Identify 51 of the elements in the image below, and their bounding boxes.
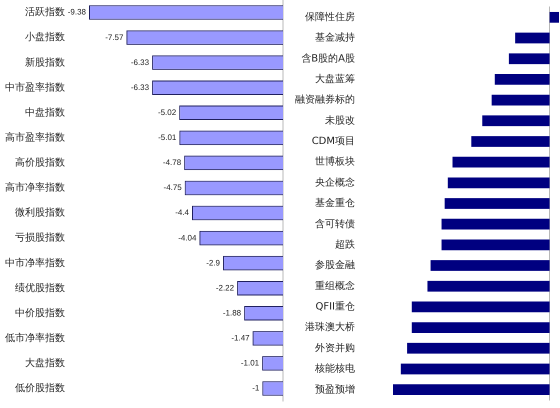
y-tick-label: 新股指数 — [25, 56, 65, 68]
y-tick-label: 保障性住房 — [305, 10, 355, 23]
data-label: -4.78 — [162, 158, 182, 168]
y-tick-label: 外资并购 — [315, 342, 355, 354]
y-tick-label: 预盈预增 — [315, 383, 355, 396]
data-label: -2.9 — [206, 258, 221, 268]
y-tick-label: 港珠澳大桥 — [305, 321, 355, 334]
y-tick-label: 中市净率指数 — [5, 256, 65, 269]
data-label: -1 — [252, 384, 260, 393]
y-tick-label: 绩优股指数 — [15, 282, 65, 294]
y-tick-label: 世博板块 — [315, 156, 355, 168]
y-tick-label: 含B股的A股 — [301, 52, 355, 64]
y-tick-label: 中盘指数 — [25, 106, 65, 118]
y-tick-label: 活跃指数 — [25, 6, 65, 18]
data-label: -4.04 — [178, 233, 197, 242]
y-tick-label: 低价股指数 — [15, 382, 65, 394]
y-tick-label: 基金重仓 — [315, 197, 355, 210]
data-label: -1.47 — [231, 334, 250, 343]
y-tick-label: 高市净率指数 — [5, 182, 65, 194]
data-label: -6.33 — [130, 82, 150, 92]
data-label: -7.57 — [105, 32, 124, 42]
y-tick-label: 基金减持 — [315, 32, 355, 44]
y-tick-label: 亏损股指数 — [15, 232, 65, 244]
y-tick-label: CDM项目 — [312, 136, 355, 148]
y-tick-label: 高市盈率指数 — [5, 131, 65, 144]
y-tick-label: 低市净率指数 — [5, 332, 65, 344]
data-label: -5.02 — [158, 108, 177, 117]
y-tick-label: 中价股指数 — [15, 306, 65, 319]
y-tick-label: 小盘指数 — [25, 31, 65, 44]
y-tick-label: 融资融券标的 — [295, 94, 355, 106]
data-label: -4.4 — [175, 208, 190, 218]
data-label: -1.01 — [240, 358, 260, 368]
y-tick-label: 核能核电 — [314, 362, 355, 375]
data-label: -2.22 — [216, 283, 235, 292]
y-tick-label: 央企概念 — [315, 176, 355, 188]
data-label: -6.33 — [130, 58, 150, 67]
y-tick-label: 高价股指数 — [15, 156, 65, 168]
y-tick-label: 重组概念 — [315, 280, 355, 292]
y-tick-label: 未股改 — [325, 114, 355, 126]
y-tick-label: 大盘指数 — [25, 357, 65, 369]
data-label: -5.01 — [158, 133, 177, 142]
y-tick-label: 含可转债 — [315, 218, 355, 230]
y-tick-label: 超跌 — [335, 238, 355, 250]
y-tick-label: 参股金融 — [315, 259, 355, 272]
y-tick-label: 微利股指数 — [15, 206, 65, 219]
data-label: -4.75 — [164, 183, 182, 192]
y-tick-label: 中市盈率指数 — [5, 81, 65, 94]
data-label: -1.88 — [222, 308, 242, 318]
y-tick-label: QFII重仓 — [315, 300, 355, 313]
y-tick-label: 大盘蓝筹 — [315, 72, 355, 85]
data-label: -9.38 — [68, 8, 87, 17]
